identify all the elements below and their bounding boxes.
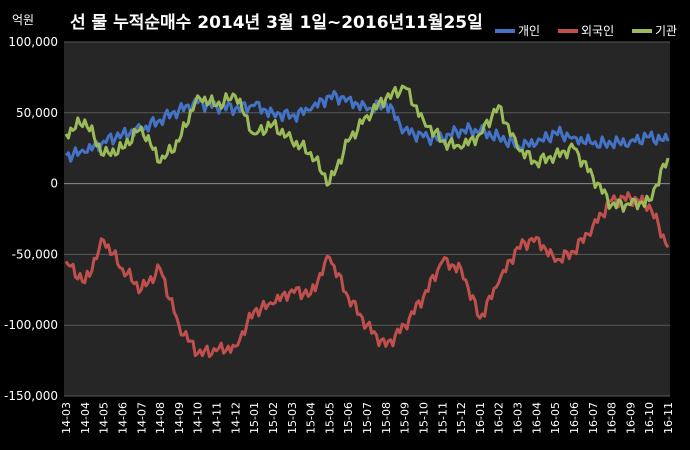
x-tick-label: 14-07 bbox=[135, 402, 148, 434]
x-tick-label: 15-05 bbox=[323, 402, 336, 434]
x-tick-label: 15-01 bbox=[248, 402, 261, 434]
y-axis-ticks: 100,000 50,000 0 -50,000 -100,000 -150,000 bbox=[4, 35, 58, 403]
x-tick-label: 14-11 bbox=[211, 402, 224, 434]
x-tick-label: 16-02 bbox=[493, 402, 506, 434]
x-tick-label: 14-06 bbox=[116, 402, 129, 434]
legend-label: 외국인 bbox=[581, 24, 614, 38]
y-tick-label: 100,000 bbox=[8, 35, 58, 49]
legend: 개인 외국인 기관 bbox=[495, 24, 677, 38]
x-tick-label: 14-04 bbox=[79, 402, 92, 434]
x-tick-label: 14-09 bbox=[173, 402, 186, 434]
x-tick-label: 16-03 bbox=[512, 402, 525, 434]
y-tick-label: 50,000 bbox=[16, 106, 58, 120]
legend-label: 개인 bbox=[518, 24, 540, 38]
x-tick-label: 16-06 bbox=[568, 402, 581, 434]
x-tick-label: 16-11 bbox=[662, 402, 675, 434]
x-tick-label: 14-10 bbox=[192, 402, 205, 434]
x-tick-label: 15-10 bbox=[417, 402, 430, 434]
x-tick-label: 14-08 bbox=[154, 402, 167, 434]
x-tick-label: 15-02 bbox=[267, 402, 280, 434]
x-tick-label: 15-08 bbox=[380, 402, 393, 434]
chart-title: 선 물 누적순매수 2014년 3월 1일~2016년11월25일 bbox=[70, 13, 483, 33]
series-line-0 bbox=[64, 89, 670, 163]
x-tick-label: 15-09 bbox=[399, 402, 412, 434]
x-tick-label: 15-12 bbox=[455, 402, 468, 434]
series-line-2 bbox=[64, 84, 670, 213]
y-tick-label: -100,000 bbox=[4, 318, 58, 332]
x-tick-label: 16-01 bbox=[474, 402, 487, 434]
x-tick-label: 14-12 bbox=[229, 402, 242, 434]
unit-label: 억원 bbox=[12, 13, 34, 27]
x-tick-label: 16-05 bbox=[549, 402, 562, 434]
y-tick-label: 0 bbox=[50, 177, 58, 191]
x-tick-label: 16-09 bbox=[624, 402, 637, 434]
x-tick-label: 15-11 bbox=[436, 402, 449, 434]
legend-label: 기관 bbox=[655, 24, 677, 38]
x-axis-ticks: 14-03 14-04 14-05 14-06 14-07 14-08 14-09 14-10… bbox=[60, 402, 675, 434]
x-tick-label: 14-03 bbox=[60, 402, 73, 434]
x-tick-label: 16-08 bbox=[606, 402, 619, 434]
y-tick-label: -50,000 bbox=[12, 247, 58, 261]
x-tick-label: 14-05 bbox=[98, 402, 111, 434]
x-tick-label: 16-07 bbox=[587, 402, 600, 434]
plot-area bbox=[64, 42, 670, 396]
x-tick-label: 16-10 bbox=[643, 402, 656, 434]
y-tick-label: -150,000 bbox=[4, 389, 58, 403]
x-tick-label: 15-07 bbox=[361, 402, 374, 434]
series-lines bbox=[64, 84, 670, 359]
x-tick-label: 15-03 bbox=[286, 402, 299, 434]
x-tick-label: 16-04 bbox=[530, 402, 543, 434]
x-tick-label: 15-04 bbox=[305, 402, 318, 434]
series-line-1 bbox=[64, 191, 670, 359]
x-tick-label: 15-06 bbox=[342, 402, 355, 434]
